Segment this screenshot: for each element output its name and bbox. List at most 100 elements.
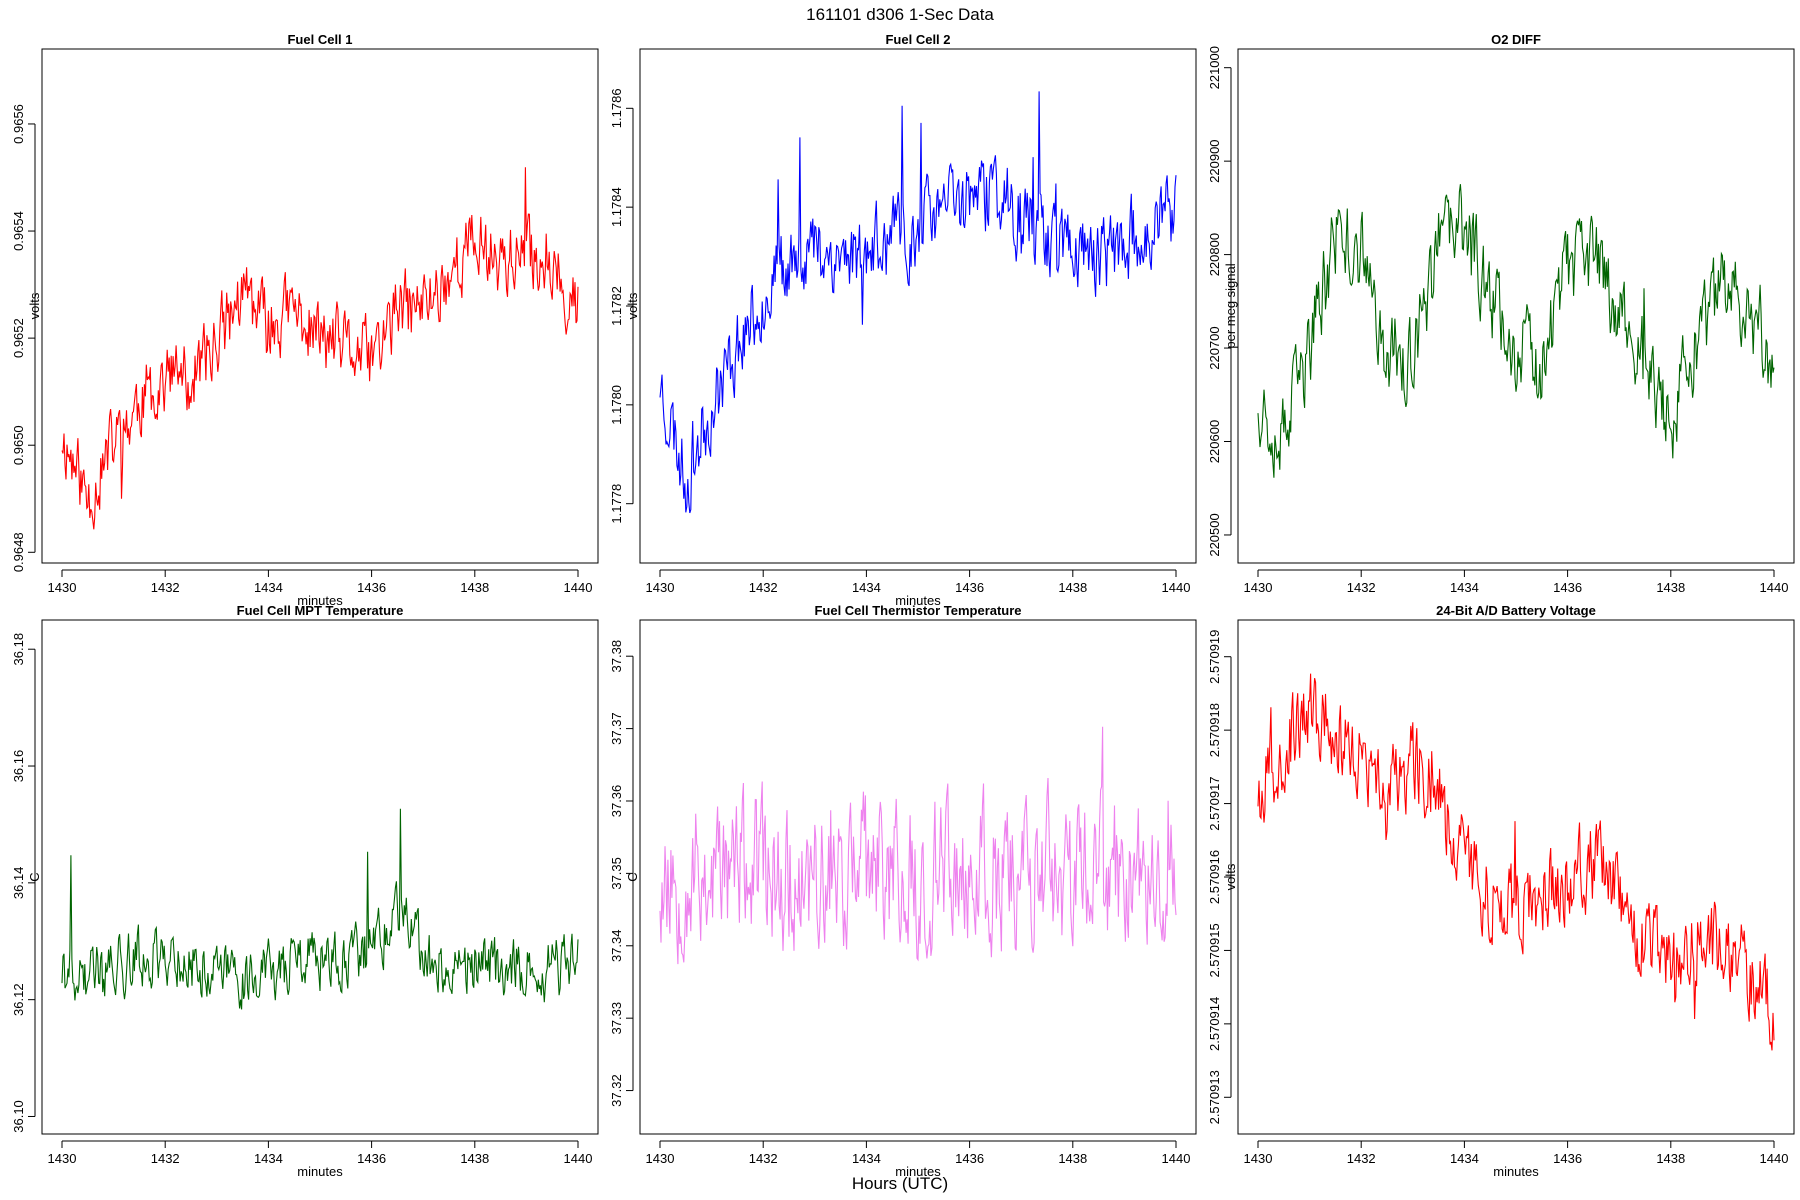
panel-title: Fuel Cell 1 (287, 32, 352, 47)
y-tick-label: 220600 (1207, 420, 1222, 463)
x-tick-label: 1430 (48, 1151, 77, 1166)
x-tick-label: 1430 (646, 1151, 675, 1166)
series-line (1257, 673, 1775, 1051)
y-tick-label: 36.10 (11, 1100, 26, 1133)
x-tick-label: 1440 (564, 580, 593, 595)
x-axis-label: minutes (895, 593, 941, 608)
x-tick-label: 1430 (48, 580, 77, 595)
y-axis-label: C (625, 872, 640, 881)
x-axis-label: minutes (895, 1164, 941, 1179)
y-tick-label: 1.1782 (609, 286, 624, 326)
panel-title: O2 DIFF (1491, 32, 1541, 47)
chart-panel: O2 DIFF 1430 1432 1434 1436 1438 1440 220500 220… (1207, 32, 1795, 595)
x-tick-label: 1438 (460, 1151, 489, 1166)
x-tick-label: 1432 (749, 580, 778, 595)
y-tick-label: 1.1784 (609, 187, 624, 227)
y-tick-label: 221000 (1207, 46, 1222, 89)
x-tick-label: 1440 (1760, 1151, 1789, 1166)
x-tick-label: 1430 (1244, 1151, 1273, 1166)
panel-title: Fuel Cell MPT Temperature (237, 603, 404, 618)
y-axis-label: volts (1223, 863, 1238, 890)
y-tick-label: 2.570917 (1207, 776, 1222, 830)
y-axis-label: C (27, 872, 42, 881)
panel-title: 24-Bit A/D Battery Voltage (1436, 603, 1596, 618)
y-tick-label: 2.570914 (1207, 997, 1222, 1051)
y-axis-label: volts (625, 292, 640, 319)
x-tick-label: 1430 (646, 580, 675, 595)
y-tick-label: 0.9654 (11, 211, 26, 251)
figure-title: 161101 d306 1-Sec Data (806, 5, 994, 24)
x-tick-label: 1434 (254, 580, 283, 595)
chart-panel: Fuel Cell Thermistor Temperature 1430 1432… (609, 603, 1197, 1179)
chart-panel: Fuel Cell 2 1430 1432 1434 1436 1438 1440 minut… (609, 32, 1197, 608)
y-tick-label: 1.1780 (609, 385, 624, 425)
y-tick-label: 37.36 (609, 785, 624, 818)
plot-frame (639, 619, 1197, 1135)
y-tick-label: 0.9652 (11, 318, 26, 358)
y-tick-label: 1.1786 (609, 88, 624, 128)
plot-frame (1237, 48, 1795, 564)
y-tick-label: 220700 (1207, 326, 1222, 369)
y-tick-label: 36.12 (11, 983, 26, 1016)
x-tick-label: 1434 (852, 1151, 881, 1166)
y-tick-label: 1.1778 (609, 484, 624, 524)
x-tick-label: 1434 (254, 1151, 283, 1166)
plot-frame (41, 619, 599, 1135)
plot-frame (41, 48, 599, 564)
y-tick-label: 220500 (1207, 513, 1222, 556)
x-tick-label: 1440 (1162, 1151, 1191, 1166)
chart-panel: Fuel Cell MPT Temperature 1430 1432 1434 143… (11, 603, 599, 1179)
series-line (61, 808, 579, 1010)
x-tick-label: 1436 (955, 1151, 984, 1166)
y-tick-label: 2.570916 (1207, 850, 1222, 904)
x-axis-label: minutes (297, 593, 343, 608)
x-axis-label: minutes (1493, 1164, 1539, 1179)
y-tick-label: 36.16 (11, 750, 26, 783)
y-tick-label: 2.570913 (1207, 1070, 1222, 1124)
x-axis-label: minutes (297, 1164, 343, 1179)
y-tick-label: 37.33 (609, 1002, 624, 1035)
y-tick-label: 2.570915 (1207, 923, 1222, 977)
y-axis-label: volts (27, 292, 42, 319)
x-tick-label: 1432 (151, 580, 180, 595)
x-tick-label: 1438 (1058, 580, 1087, 595)
y-tick-label: 0.9656 (11, 104, 26, 144)
y-tick-label: 220900 (1207, 139, 1222, 182)
series-line (61, 167, 579, 530)
y-tick-label: 36.18 (11, 633, 26, 666)
y-tick-label: 37.37 (609, 712, 624, 745)
x-tick-label: 1438 (460, 580, 489, 595)
x-tick-label: 1438 (1656, 580, 1685, 595)
chart-panel: 24-Bit A/D Battery Voltage 1430 1432 1434 14… (1207, 603, 1795, 1179)
x-tick-label: 1438 (1058, 1151, 1087, 1166)
figure-footer: Hours (UTC) (852, 1174, 948, 1193)
y-tick-label: 37.32 (609, 1074, 624, 1107)
x-tick-label: 1432 (151, 1151, 180, 1166)
chart-panels: Fuel Cell 1 1430 1432 1434 1436 1438 1440 minut… (11, 32, 1795, 1179)
x-tick-label: 1432 (1347, 1151, 1376, 1166)
y-tick-label: 220800 (1207, 233, 1222, 276)
plot-frame (639, 48, 1197, 564)
x-tick-label: 1436 (357, 1151, 386, 1166)
x-tick-label: 1438 (1656, 1151, 1685, 1166)
x-tick-label: 1440 (1760, 580, 1789, 595)
x-tick-label: 1440 (564, 1151, 593, 1166)
x-tick-label: 1432 (1347, 580, 1376, 595)
panel-title: Fuel Cell Thermistor Temperature (814, 603, 1021, 618)
x-tick-label: 1436 (1553, 580, 1582, 595)
x-tick-label: 1436 (955, 580, 984, 595)
y-tick-label: 36.14 (11, 867, 26, 900)
x-tick-label: 1432 (749, 1151, 778, 1166)
y-tick-label: 37.34 (609, 930, 624, 963)
series-line (1257, 184, 1775, 478)
y-tick-label: 2.570918 (1207, 703, 1222, 757)
series-line (659, 726, 1177, 965)
x-tick-label: 1436 (1553, 1151, 1582, 1166)
panel-title: Fuel Cell 2 (885, 32, 950, 47)
y-axis-label: per meg signal (1223, 263, 1238, 348)
y-tick-label: 37.38 (609, 640, 624, 673)
x-tick-label: 1436 (357, 580, 386, 595)
x-tick-label: 1434 (1450, 1151, 1479, 1166)
chart-panel: Fuel Cell 1 1430 1432 1434 1436 1438 1440 minut… (11, 32, 599, 608)
